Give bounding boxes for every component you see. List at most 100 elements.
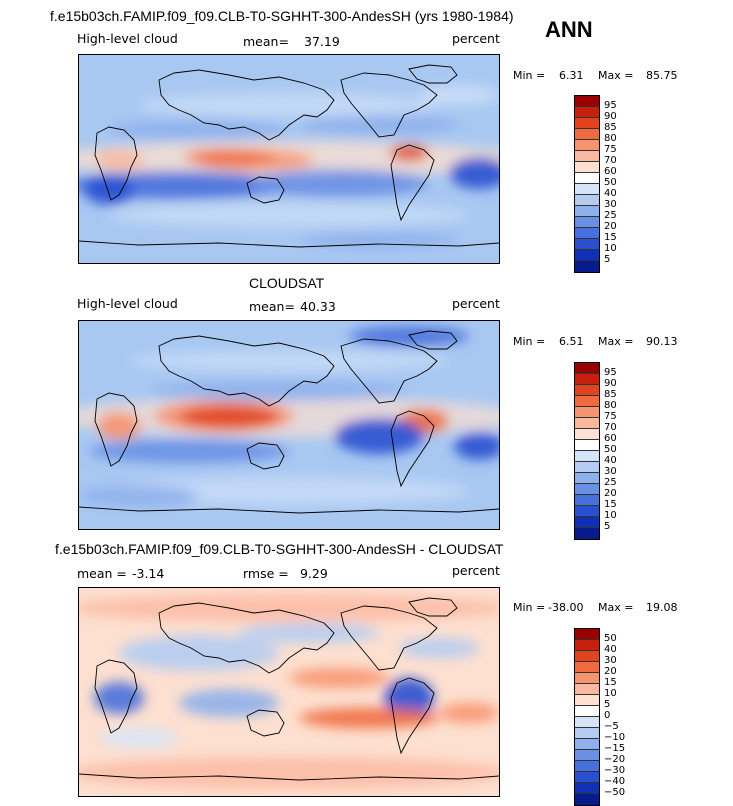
colorbar-tick-label: 25 [604, 210, 617, 221]
colorbar-tick-label: 30 [604, 199, 617, 210]
panel1-mean-value: 37.19 [304, 34, 340, 49]
colorbar-swatch [575, 484, 599, 495]
colorbar-tick-label: −5 [604, 721, 619, 732]
panel2-colorbar [574, 362, 600, 540]
colorbar-tick-label: 5 [604, 254, 611, 265]
colorbar-swatch [575, 217, 599, 228]
colorbar-swatch [575, 761, 599, 772]
panel3-min-label: Min = [513, 601, 546, 614]
colorbar-tick-label: 10 [604, 243, 617, 254]
panel1-min-value: 6.31 [559, 69, 584, 82]
colorbar-tick-label: 95 [604, 367, 617, 378]
coastline [79, 330, 499, 514]
panel3-map [78, 587, 500, 797]
colorbar-tick-label: 20 [604, 488, 617, 499]
colorbar-swatch [575, 706, 599, 717]
colorbar-tick-label: 60 [604, 166, 617, 177]
colorbar-swatch [575, 206, 599, 217]
colorbar-swatch [575, 107, 599, 118]
colorbar-tick-label: 50 [604, 177, 617, 188]
panel2-title: CLOUDSAT [249, 275, 325, 291]
panel2-map [78, 320, 500, 530]
colorbar-tick-label: 30 [604, 466, 617, 477]
colorbar-swatch [575, 407, 599, 418]
colorbar-swatch [575, 640, 599, 651]
colorbar-swatch [575, 173, 599, 184]
colorbar-tick-label: 80 [604, 400, 617, 411]
colorbar-tick-label: 85 [604, 389, 617, 400]
coastline [79, 64, 499, 248]
colorbar-swatch [575, 451, 599, 462]
panel1-max-value: 85.75 [646, 69, 678, 82]
colorbar-tick-label: 15 [604, 499, 617, 510]
panel3-rmse-value: 9.29 [300, 566, 328, 581]
colorbar-tick-label: 70 [604, 422, 617, 433]
colorbar-swatch [575, 728, 599, 739]
colorbar-tick-label: 5 [604, 699, 611, 710]
colorbar-swatch [575, 250, 599, 261]
colorbar-swatch [575, 129, 599, 140]
panel1-min-label: Min = [513, 69, 546, 82]
colorbar-swatch [575, 528, 599, 539]
panel1-title: f.e15b03ch.FAMIP.f09_f09.CLB-T0-SGHHT-30… [50, 8, 514, 24]
colorbar-tick-label: 50 [604, 444, 617, 455]
colorbar-swatch [575, 118, 599, 129]
colorbar-tick-label: −50 [604, 787, 626, 798]
panel3-title: f.e15b03ch.FAMIP.f09_f09.CLB-T0-SGHHT-30… [55, 541, 504, 557]
colorbar-tick-label: 60 [604, 433, 617, 444]
colorbar-swatch [575, 794, 599, 805]
colorbar-tick-label: 40 [604, 644, 617, 655]
colorbar-tick-label: 90 [604, 111, 617, 122]
colorbar-swatch [575, 495, 599, 506]
colorbar-swatch [575, 783, 599, 794]
panel1-max-label: Max = [598, 69, 634, 82]
colorbar-tick-label: 85 [604, 122, 617, 133]
panel3-rmse-label: rmse = [243, 566, 289, 581]
colorbar-tick-label: 30 [604, 655, 617, 666]
colorbar-swatch [575, 228, 599, 239]
panel2-min-value: 6.51 [559, 335, 584, 348]
colorbar-swatch [575, 684, 599, 695]
colorbar-tick-label: 20 [604, 666, 617, 677]
colorbar-swatch [575, 772, 599, 783]
panel3-min-value: -38.00 [548, 601, 584, 614]
panel3-max-label: Max = [598, 601, 634, 614]
colorbar-tick-label: 50 [604, 633, 617, 644]
panel2-max-value: 90.13 [646, 335, 678, 348]
colorbar-swatch [575, 651, 599, 662]
colorbar-swatch [575, 750, 599, 761]
panel2-mean-value: 40.33 [300, 299, 336, 314]
colorbar-swatch [575, 673, 599, 684]
panel1-map [78, 54, 500, 264]
colorbar-swatch [575, 629, 599, 640]
colorbar-tick-label: 25 [604, 477, 617, 488]
colorbar-swatch [575, 429, 599, 440]
colorbar-swatch [575, 473, 599, 484]
panel1-mean-label: mean= [243, 34, 289, 49]
colorbar-swatch [575, 506, 599, 517]
colorbar-swatch [575, 239, 599, 250]
colorbar-tick-label: −15 [604, 743, 626, 754]
colorbar-swatch [575, 184, 599, 195]
colorbar-swatch [575, 374, 599, 385]
colorbar-swatch [575, 739, 599, 750]
colorbar-tick-label: 70 [604, 155, 617, 166]
coastline [79, 597, 499, 781]
colorbar-tick-label: 95 [604, 100, 617, 111]
colorbar-swatch [575, 385, 599, 396]
colorbar-swatch [575, 261, 599, 272]
colorbar-tick-label: 0 [604, 710, 611, 721]
panel1-variable: High-level cloud [77, 31, 178, 46]
colorbar-tick-label: 10 [604, 510, 617, 521]
colorbar-tick-label: −40 [604, 776, 626, 787]
panel3-colorbar [574, 628, 600, 806]
annual-label: ANN [545, 17, 593, 42]
colorbar-swatch [575, 662, 599, 673]
colorbar-tick-label: 15 [604, 232, 617, 243]
colorbar-tick-label: 80 [604, 133, 617, 144]
panel2-max-label: Max = [598, 335, 634, 348]
panel2-variable: High-level cloud [77, 296, 178, 311]
colorbar-tick-label: 90 [604, 378, 617, 389]
colorbar-swatch [575, 717, 599, 728]
colorbar-tick-label: −10 [604, 732, 626, 743]
